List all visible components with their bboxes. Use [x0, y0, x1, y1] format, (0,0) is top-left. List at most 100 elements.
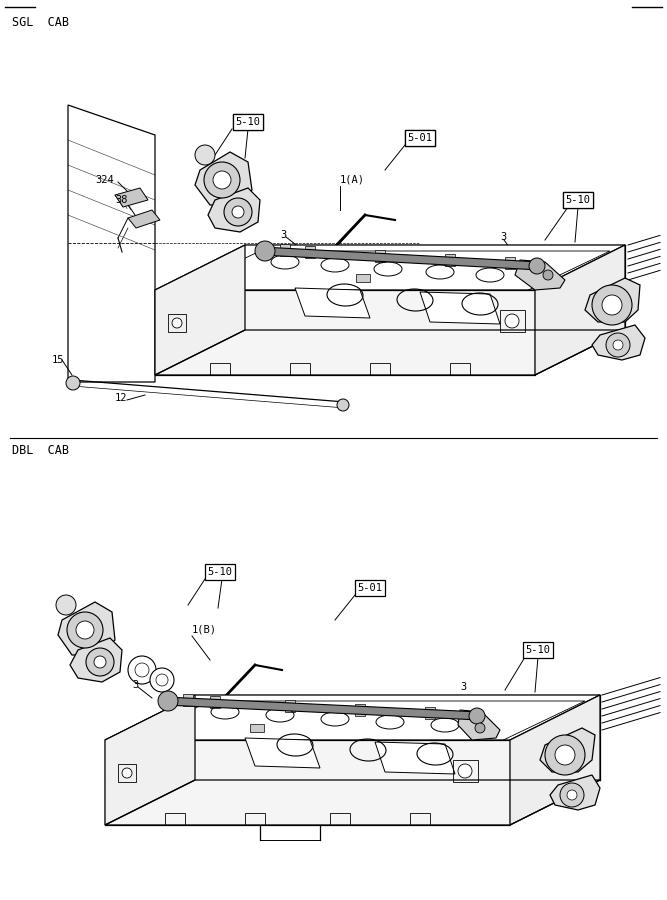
Polygon shape [585, 278, 640, 322]
Circle shape [76, 621, 94, 639]
Polygon shape [515, 260, 565, 290]
Polygon shape [535, 245, 625, 375]
Bar [280, 244, 290, 256]
Bar [285, 700, 295, 712]
Text: 5−10: 5−10 [235, 117, 261, 127]
Text: 3: 3 [280, 230, 286, 240]
Circle shape [555, 745, 575, 765]
Bar [165, 813, 185, 825]
Polygon shape [458, 710, 500, 740]
Circle shape [255, 241, 275, 261]
Polygon shape [592, 325, 645, 360]
Circle shape [150, 668, 174, 692]
Circle shape [128, 656, 156, 684]
Text: 5-10: 5-10 [235, 117, 261, 127]
Bar [210, 363, 230, 375]
Text: 5-10: 5-10 [207, 567, 233, 577]
Polygon shape [262, 247, 540, 270]
Bar [445, 254, 455, 266]
Circle shape [66, 376, 80, 390]
Circle shape [232, 206, 244, 218]
Circle shape [122, 768, 132, 778]
Polygon shape [105, 695, 600, 740]
Polygon shape [295, 288, 370, 318]
Polygon shape [510, 695, 600, 825]
Circle shape [195, 145, 215, 165]
Circle shape [213, 171, 231, 189]
Circle shape [592, 285, 632, 325]
Bar [355, 704, 365, 716]
Bar [250, 724, 264, 732]
Circle shape [529, 258, 545, 274]
Bar [500, 310, 525, 332]
Polygon shape [375, 742, 455, 774]
Text: 5-01: 5-01 [408, 133, 432, 143]
Text: 12: 12 [115, 393, 127, 403]
Circle shape [172, 318, 182, 328]
Polygon shape [128, 210, 160, 228]
Circle shape [67, 612, 103, 648]
Polygon shape [155, 245, 245, 375]
Bar [305, 246, 315, 258]
Text: 15: 15 [52, 355, 65, 365]
Polygon shape [550, 775, 600, 810]
Text: 1(B): 1(B) [192, 625, 217, 635]
Polygon shape [420, 292, 500, 324]
Circle shape [56, 595, 76, 615]
Bar [370, 363, 390, 375]
Circle shape [505, 314, 519, 328]
Bar [505, 257, 515, 269]
Circle shape [86, 648, 114, 676]
Circle shape [458, 764, 472, 778]
Polygon shape [155, 245, 625, 290]
Bar [290, 363, 310, 375]
Polygon shape [208, 188, 260, 232]
Text: 3: 3 [132, 680, 138, 690]
Polygon shape [540, 728, 595, 772]
Text: 5−01: 5−01 [408, 133, 432, 143]
Text: 1(A): 1(A) [340, 175, 365, 185]
Polygon shape [105, 695, 195, 825]
Polygon shape [58, 602, 115, 655]
Circle shape [545, 735, 585, 775]
Bar [453, 760, 478, 782]
Circle shape [158, 691, 178, 711]
Bar [410, 813, 430, 825]
Polygon shape [195, 152, 252, 205]
Circle shape [224, 198, 252, 226]
Circle shape [567, 790, 577, 800]
Circle shape [606, 333, 630, 357]
Circle shape [602, 295, 622, 315]
Bar [330, 813, 350, 825]
Circle shape [204, 162, 240, 198]
Polygon shape [70, 638, 122, 682]
Text: 3: 3 [460, 682, 466, 692]
Text: 5-10: 5-10 [566, 195, 590, 205]
Bar [245, 813, 265, 825]
Bar [450, 363, 470, 375]
Text: SGL  CAB: SGL CAB [12, 15, 69, 29]
Bar [118, 764, 136, 782]
Polygon shape [245, 738, 320, 768]
Circle shape [543, 270, 553, 280]
Text: DBL  CAB: DBL CAB [12, 444, 69, 456]
Text: 5−10: 5−10 [566, 195, 590, 205]
Circle shape [135, 663, 149, 677]
Circle shape [560, 783, 584, 807]
Circle shape [469, 708, 485, 724]
Circle shape [475, 723, 485, 733]
Text: 5-10: 5-10 [526, 645, 550, 655]
Bar [356, 274, 370, 282]
Polygon shape [105, 740, 510, 825]
Polygon shape [165, 697, 480, 720]
Bar [168, 314, 186, 332]
Bar [425, 707, 435, 719]
Polygon shape [115, 188, 148, 207]
Text: 38: 38 [115, 195, 127, 205]
Text: 3: 3 [500, 232, 506, 242]
Text: 5-01: 5-01 [358, 583, 382, 593]
Bar [183, 694, 193, 706]
Bar [210, 696, 220, 708]
Text: 324: 324 [95, 175, 114, 185]
Circle shape [94, 656, 106, 668]
